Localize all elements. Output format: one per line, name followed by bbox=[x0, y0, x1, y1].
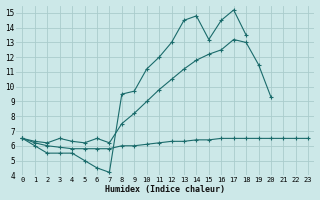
X-axis label: Humidex (Indice chaleur): Humidex (Indice chaleur) bbox=[105, 185, 225, 194]
